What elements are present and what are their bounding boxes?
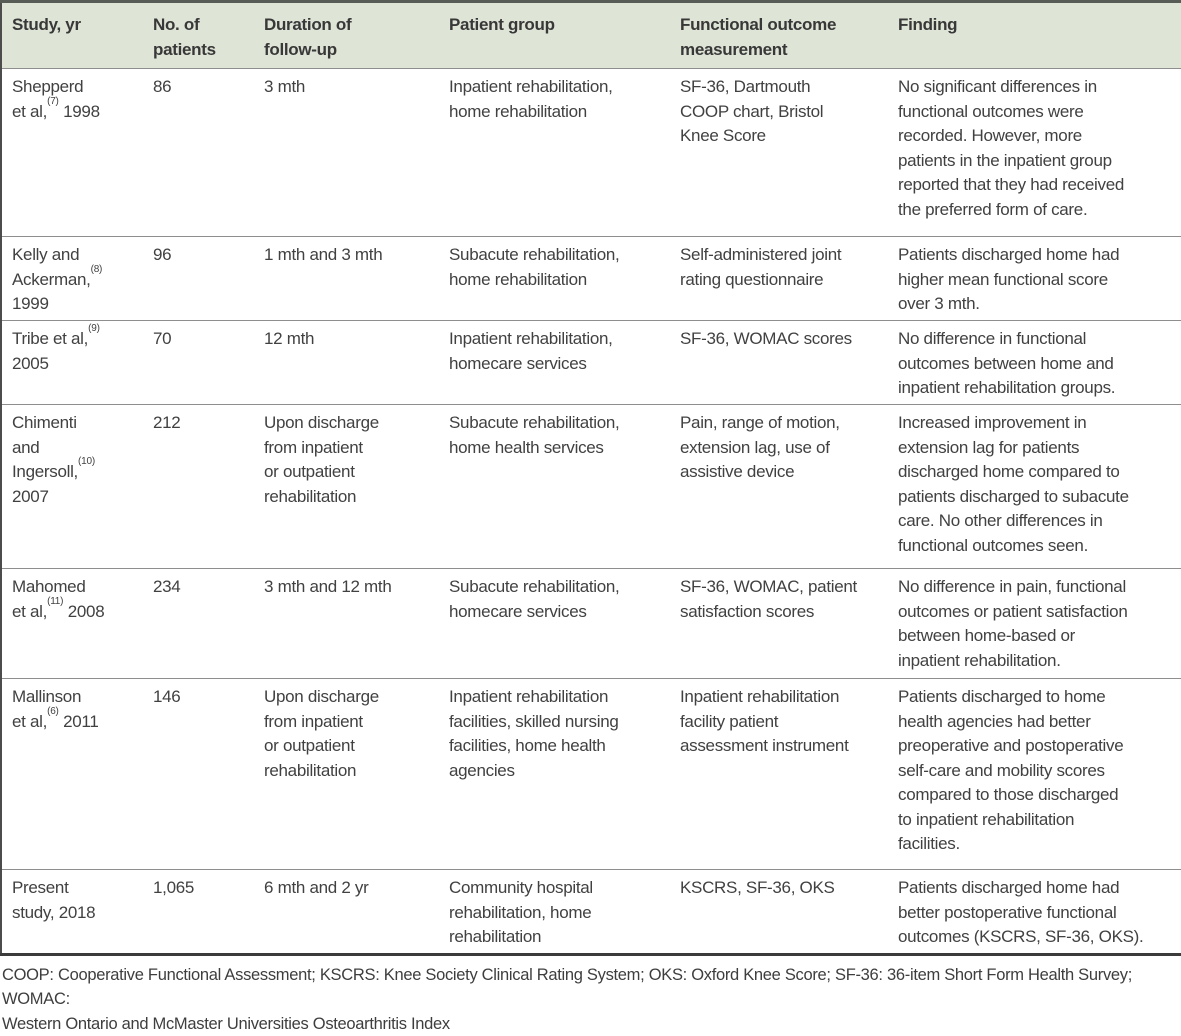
- patients-cell: 96: [143, 237, 254, 321]
- col-header-duration-follow-up: Duration of follow-up: [254, 2, 439, 69]
- study-cell: Tribe et al,(9) 2005: [1, 321, 143, 405]
- measurement-cell: Inpatient rehabilitation facility patien…: [670, 679, 888, 870]
- col-header-finding: Finding: [888, 2, 1181, 69]
- table-row: Present study, 2018 1,065 6 mth and 2 yr…: [1, 870, 1181, 955]
- measurement-cell: SF-36, WOMAC scores: [670, 321, 888, 405]
- finding-cell: Increased improvement in extension lag f…: [888, 405, 1181, 569]
- measurement-cell: SF-36, WOMAC, patient satisfaction score…: [670, 569, 888, 679]
- table-body: Shepperd et al,(7) 1998 86 3 mth Inpatie…: [1, 69, 1181, 955]
- study-cell: Shepperd et al,(7) 1998: [1, 69, 143, 237]
- table-row: Mallinson et al,(6) 2011 146 Upon discha…: [1, 679, 1181, 870]
- duration-cell: 3 mth: [254, 69, 439, 237]
- table-row: Tribe et al,(9) 2005 70 12 mth Inpatient…: [1, 321, 1181, 405]
- duration-cell: 6 mth and 2 yr: [254, 870, 439, 955]
- duration-cell: Upon discharge from inpatient or outpati…: [254, 405, 439, 569]
- study-cell: Present study, 2018: [1, 870, 143, 955]
- table-footnote: COOP: Cooperative Functional Assessment;…: [0, 956, 1181, 1036]
- patient-group-cell: Community hospital rehabilitation, home …: [439, 870, 670, 955]
- measurement-cell: KSCRS, SF-36, OKS: [670, 870, 888, 955]
- patient-group-cell: Inpatient rehabilitation, home rehabilit…: [439, 69, 670, 237]
- col-header-patient-group: Patient group: [439, 2, 670, 69]
- finding-cell: No difference in functional outcomes bet…: [888, 321, 1181, 405]
- patients-cell: 146: [143, 679, 254, 870]
- finding-cell: Patients discharged home had higher mean…: [888, 237, 1181, 321]
- patient-group-cell: Inpatient rehabilitation facilities, ski…: [439, 679, 670, 870]
- patients-cell: 1,065: [143, 870, 254, 955]
- duration-cell: 12 mth: [254, 321, 439, 405]
- studies-comparison-table: Study, yr No. of patients Duration of fo…: [0, 0, 1181, 956]
- finding-cell: No significant differences in functional…: [888, 69, 1181, 237]
- patient-group-cell: Subacute rehabilitation, homecare servic…: [439, 569, 670, 679]
- patients-cell: 212: [143, 405, 254, 569]
- measurement-cell: Self-administered joint rating questionn…: [670, 237, 888, 321]
- finding-cell: Patients discharged to home health agenc…: [888, 679, 1181, 870]
- table-row: Mahomed et al,(11) 2008 234 3 mth and 12…: [1, 569, 1181, 679]
- col-header-functional-outcome: Functional outcome measurement: [670, 2, 888, 69]
- patients-cell: 234: [143, 569, 254, 679]
- patient-group-cell: Inpatient rehabilitation, homecare servi…: [439, 321, 670, 405]
- measurement-cell: SF-36, Dartmouth COOP chart, Bristol Kne…: [670, 69, 888, 237]
- table-row: Chimenti and Ingersoll,(10) 2007 212 Upo…: [1, 405, 1181, 569]
- study-cell: Mahomed et al,(11) 2008: [1, 569, 143, 679]
- duration-cell: 3 mth and 12 mth: [254, 569, 439, 679]
- patient-group-cell: Subacute rehabilitation, home rehabilita…: [439, 237, 670, 321]
- patients-cell: 70: [143, 321, 254, 405]
- study-cell: Mallinson et al,(6) 2011: [1, 679, 143, 870]
- measurement-cell: Pain, range of motion, extension lag, us…: [670, 405, 888, 569]
- study-cell: Kelly and Ackerman,(8) 1999: [1, 237, 143, 321]
- col-header-no-of-patients: No. of patients: [143, 2, 254, 69]
- table-row: Kelly and Ackerman,(8) 1999 96 1 mth and…: [1, 237, 1181, 321]
- header-row: Study, yr No. of patients Duration of fo…: [1, 2, 1181, 69]
- duration-cell: 1 mth and 3 mth: [254, 237, 439, 321]
- patient-group-cell: Subacute rehabilitation, home health ser…: [439, 405, 670, 569]
- table-row: Shepperd et al,(7) 1998 86 3 mth Inpatie…: [1, 69, 1181, 237]
- col-header-study-yr: Study, yr: [1, 2, 143, 69]
- finding-cell: Patients discharged home had better post…: [888, 870, 1181, 955]
- table-header: Study, yr No. of patients Duration of fo…: [1, 2, 1181, 69]
- study-cell: Chimenti and Ingersoll,(10) 2007: [1, 405, 143, 569]
- patients-cell: 86: [143, 69, 254, 237]
- finding-cell: No difference in pain, functional outcom…: [888, 569, 1181, 679]
- duration-cell: Upon discharge from inpatient or outpati…: [254, 679, 439, 870]
